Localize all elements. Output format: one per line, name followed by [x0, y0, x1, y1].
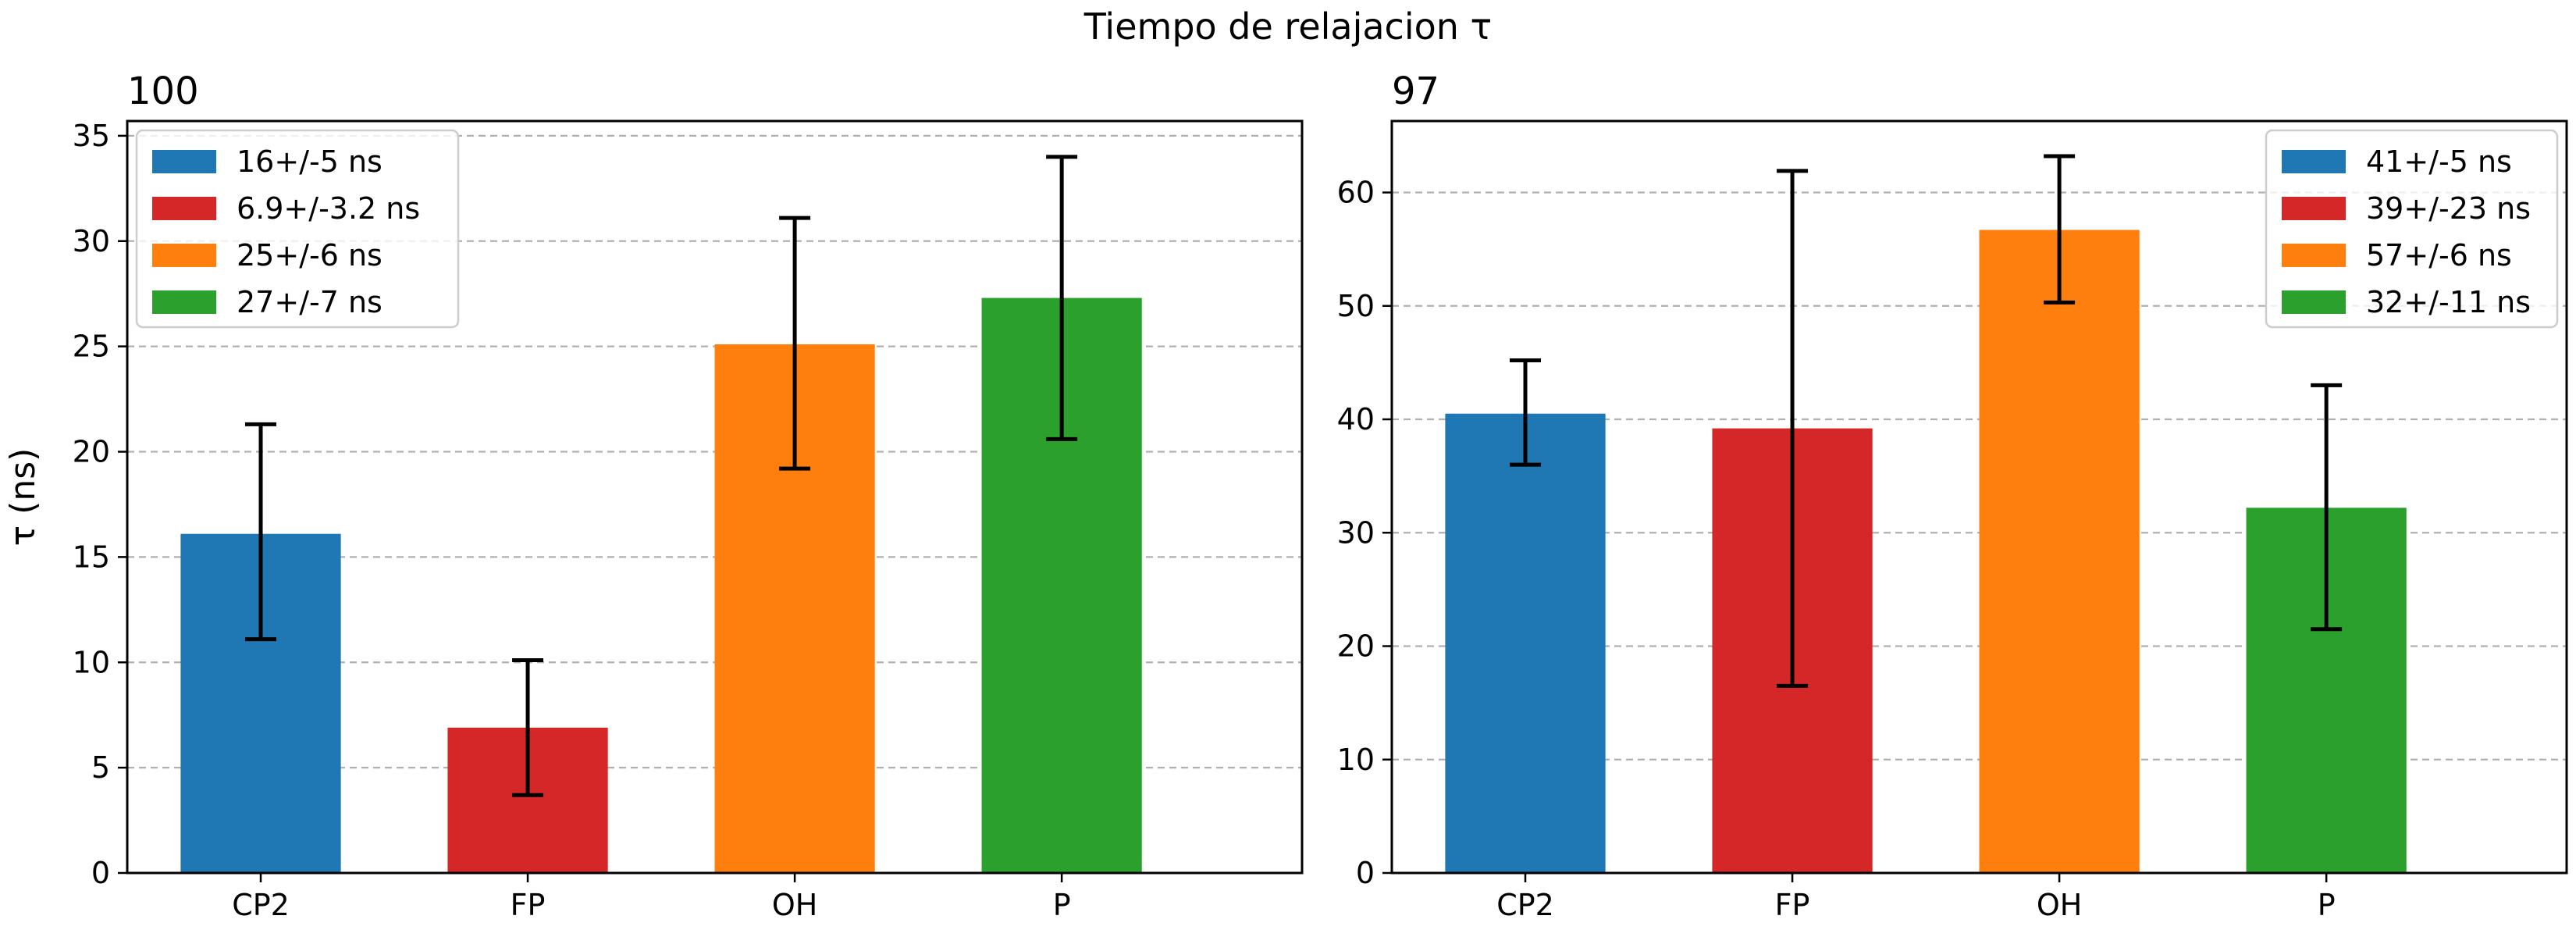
x-tick-label: CP2 [1496, 888, 1554, 922]
legend-label: 41+/-5 ns [2366, 144, 2512, 179]
axes-frame [1390, 119, 2568, 875]
legend-swatch [152, 150, 216, 173]
y-tick-label: 5 [91, 750, 110, 785]
legend-label: 27+/-7 ns [237, 285, 382, 319]
x-tick-label: P [1053, 888, 1071, 922]
y-tick-label: 20 [73, 435, 110, 469]
x-tick-label: P [2318, 888, 2336, 922]
legend-box [135, 129, 460, 329]
y-tick-label: 15 [73, 540, 110, 574]
y-tick-label: 35 [73, 119, 110, 153]
legend-swatch [2282, 150, 2346, 173]
legend-swatch [2282, 197, 2346, 220]
legend-label: 32+/-11 ns [2366, 285, 2531, 319]
panel-title: 100 [127, 69, 199, 113]
x-tick-label: OH [772, 888, 817, 922]
y-tick-label: 25 [73, 330, 110, 364]
x-tick-label: FP [1775, 888, 1810, 922]
panel-title: 97 [1392, 69, 1439, 113]
legend-swatch [152, 244, 216, 267]
figure-suptitle: Tiempo de relajacion τ [1083, 5, 1493, 48]
legend-swatch [152, 290, 216, 314]
y-tick-label: 30 [73, 224, 110, 258]
y-axis-label: τ (ns) [3, 448, 43, 547]
x-tick-label: OH [2037, 888, 2082, 922]
x-tick-label: FP [511, 888, 546, 922]
legend-label: 39+/-23 ns [2366, 191, 2531, 226]
legend-label: 25+/-6 ns [237, 238, 382, 273]
y-tick-label: 60 [1337, 176, 1375, 210]
chart-panel-left: 0 5 10 15 20 25 30 35 CP2 FP OH P 100 τ (ns) 16+/-5 ns… [3, 69, 1304, 922]
bar-oh [1979, 230, 2140, 873]
legend-swatch [2282, 290, 2346, 314]
legend-label: 16+/-5 ns [237, 144, 382, 179]
y-tick-label: 10 [73, 645, 110, 679]
legend-box [2265, 129, 2559, 329]
y-tick-label: 50 [1337, 289, 1375, 323]
legend-label: 6.9+/-3.2 ns [237, 191, 420, 226]
y-tick-label: 30 [1337, 515, 1375, 550]
y-tick-label: 0 [1356, 856, 1375, 890]
axes-frame [126, 119, 1304, 875]
y-tick-label: 40 [1337, 402, 1375, 436]
chart-panel-right: 0 10 20 30 40 50 60 CP2 FP OH P 97 41+/-5 ns 39+/-23 … [1337, 69, 2568, 922]
legend-label: 57+/-6 ns [2366, 238, 2512, 273]
y-tick-label: 0 [91, 856, 110, 890]
legend-swatch [152, 197, 216, 220]
legend-swatch [2282, 244, 2346, 267]
y-tick-label: 20 [1337, 629, 1375, 664]
x-tick-label: CP2 [232, 888, 290, 922]
bar-cp2 [1445, 413, 1606, 873]
y-tick-label: 10 [1337, 743, 1375, 777]
